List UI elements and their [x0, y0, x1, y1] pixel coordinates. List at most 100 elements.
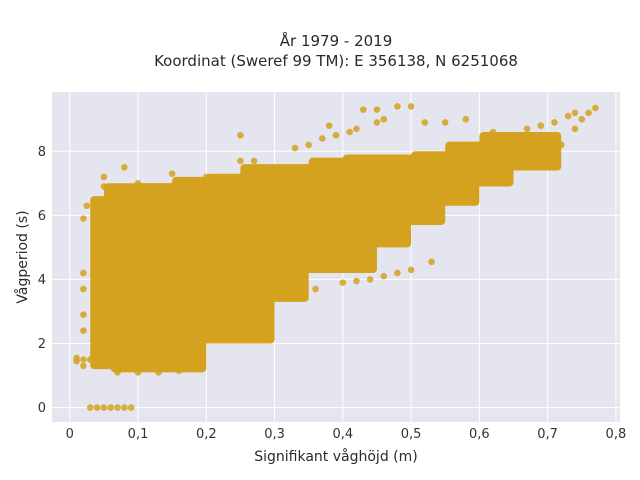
data-point — [353, 125, 360, 133]
data-point — [237, 157, 244, 165]
data-point — [175, 367, 183, 375]
data-point — [380, 115, 388, 123]
data-point — [73, 354, 80, 362]
data-point — [271, 202, 278, 210]
data-point — [319, 135, 326, 142]
data-point — [339, 279, 347, 286]
y-tick-label: 0 — [38, 401, 46, 416]
data-point — [523, 125, 531, 133]
x-axis-title: Signifikant våghöjd (m) — [254, 448, 417, 465]
data-point — [312, 285, 319, 293]
data-point — [80, 362, 87, 370]
data-point — [134, 276, 142, 283]
data-point — [476, 163, 483, 171]
data-point — [332, 131, 340, 139]
data-point — [441, 160, 449, 168]
data-point — [462, 115, 470, 123]
data-point — [80, 327, 87, 334]
data-point — [86, 356, 94, 363]
x-tick-label: 0,8 — [606, 427, 627, 442]
data-point — [257, 301, 265, 309]
data-point — [360, 106, 367, 113]
data-points — [73, 103, 599, 411]
data-point — [339, 183, 347, 190]
chart-title-line-1: År 1979 - 2019 — [280, 31, 393, 50]
data-point — [121, 163, 128, 171]
data-point — [394, 103, 401, 110]
data-point — [421, 119, 429, 126]
data-point — [571, 109, 579, 117]
data-point — [168, 170, 176, 177]
data-point — [544, 136, 551, 144]
data-point — [441, 119, 449, 126]
data-point — [121, 228, 128, 235]
data-point — [373, 106, 381, 113]
x-tick-label: 0,4 — [332, 427, 353, 442]
data-point — [571, 125, 579, 133]
x-tick-label: 0,7 — [537, 427, 558, 442]
data-point — [100, 404, 108, 411]
data-point — [373, 119, 381, 126]
data-point — [503, 131, 510, 139]
data-point — [107, 404, 115, 411]
x-tick-label: 0 — [66, 427, 74, 442]
data-point — [585, 109, 592, 117]
data-point — [148, 327, 155, 334]
data-point — [237, 285, 244, 293]
data-point — [305, 224, 312, 232]
data-point — [243, 306, 251, 314]
data-point — [114, 404, 121, 411]
data-point — [86, 404, 94, 411]
y-tick-label: 2 — [38, 337, 46, 352]
data-point — [346, 128, 353, 136]
data-point — [578, 115, 586, 123]
data-point — [291, 290, 299, 298]
data-point — [353, 277, 360, 285]
chart-title-line-2: Koordinat (Sweref 99 TM): E 356138, N 62… — [154, 52, 518, 70]
data-point — [592, 104, 599, 112]
data-point — [196, 365, 203, 373]
data-point — [557, 141, 565, 149]
data-point — [380, 272, 388, 280]
data-point — [155, 369, 162, 376]
data-point — [100, 183, 108, 190]
data-point — [537, 122, 545, 129]
y-axis-title: Vågperiod (s) — [14, 210, 31, 303]
x-tick-labels: 0 0,1 0,2 0,3 0,4 0,5 0,6 0,7 0,8 — [66, 427, 627, 442]
data-point — [325, 122, 333, 129]
data-point — [127, 404, 135, 411]
data-point — [100, 173, 108, 181]
data-point — [407, 103, 415, 110]
data-point — [237, 131, 244, 139]
data-point — [428, 258, 435, 266]
data-point — [291, 144, 299, 152]
data-point — [305, 141, 312, 149]
data-point — [121, 404, 128, 411]
data-point — [216, 314, 224, 322]
data-point — [366, 276, 374, 283]
data-point — [148, 205, 155, 213]
data-point — [489, 128, 497, 136]
data-point — [510, 147, 517, 155]
y-tick-label: 4 — [38, 273, 46, 288]
data-point — [271, 244, 278, 251]
data-point — [80, 269, 87, 277]
data-point — [373, 196, 381, 203]
y-tick-label: 8 — [38, 145, 46, 160]
data-point — [80, 285, 87, 293]
data-point — [564, 112, 572, 120]
data-point — [114, 369, 121, 376]
x-tick-label: 0,3 — [264, 427, 285, 442]
data-point — [551, 119, 558, 126]
point-cluster — [479, 132, 562, 171]
x-tick-label: 0,1 — [128, 427, 149, 442]
data-point — [134, 180, 142, 187]
data-point — [202, 173, 210, 181]
x-tick-label: 0,2 — [196, 427, 217, 442]
data-point — [202, 260, 210, 267]
data-point — [510, 135, 517, 142]
data-point — [80, 215, 87, 222]
data-point — [271, 293, 278, 301]
data-point — [407, 266, 415, 274]
